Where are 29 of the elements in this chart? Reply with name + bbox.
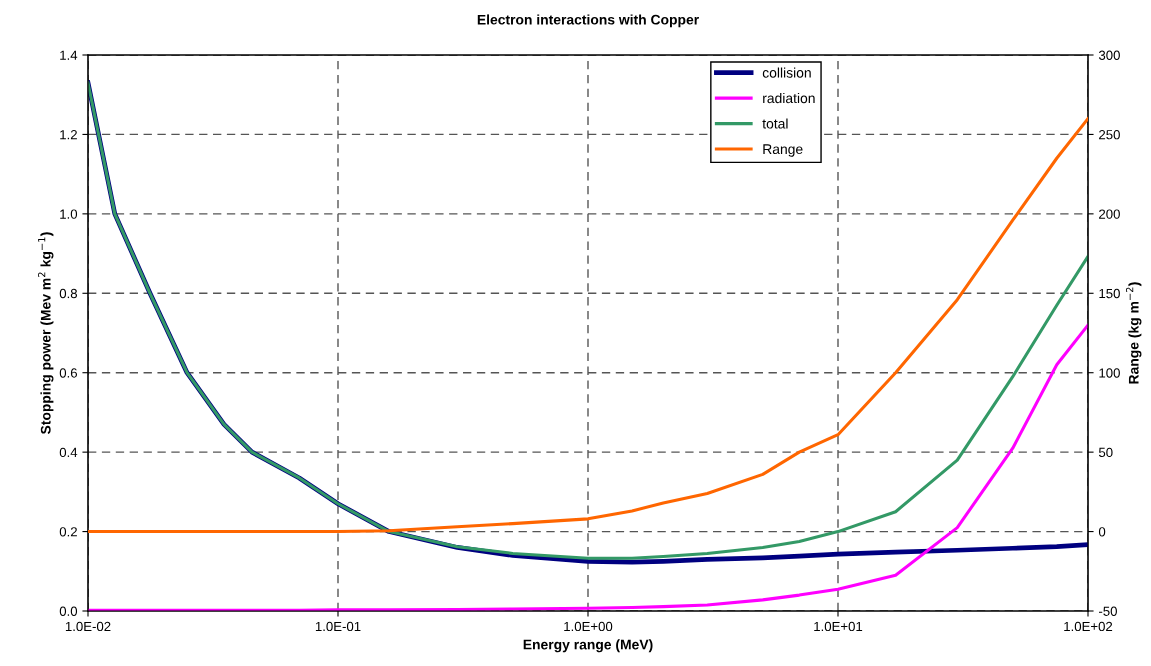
y2-tick-label: 200 [1099,209,1120,219]
y2-tick-label: 250 [1099,130,1120,140]
y-tick-label: 0.4 [59,447,78,458]
y2-tick-label: -50 [1099,606,1117,616]
y2-tick-label: 150 [1099,288,1120,299]
x-tick-label: 1.0E-02 [65,621,111,632]
x-tick-label: 1.0E-01 [315,621,361,632]
y2-axis-title: Range (kg m$^{−2}$) [1125,282,1142,384]
chart-title: Electron interactions with Copper [477,14,699,28]
legend-label: total [762,118,788,129]
x-axis-title: Energy range (MeV) [523,639,653,653]
legend-label: radiation [763,92,815,104]
legend-label: Range [763,144,803,157]
y2-tick-label: 100 [1099,368,1120,378]
x-tick-label: 1.0E+01 [814,621,863,632]
x-tick-label: 1.0E+02 [1064,621,1113,632]
legend-label: collision [762,67,811,78]
y2-tick-label: 0 [1098,527,1106,537]
y-tick-label: 0.8 [59,288,78,299]
y2-tick-label: 300 [1098,50,1120,60]
x-tick-label: 1.0E+00 [564,621,613,632]
y-tick-label: 0.6 [59,368,78,378]
y2-tick-label: 50 [1098,447,1113,458]
y-tick-label: 1.4 [60,50,78,60]
y-tick-label: 0.2 [59,527,77,537]
y-tick-label: 0.0 [59,606,78,616]
y-tick-label: 1.2 [60,130,77,140]
y-tick-label: 1.0 [60,209,78,219]
y-axis-title: Stopping power (Mev m$^{2}$ kg$^{−1}$) [37,232,54,435]
